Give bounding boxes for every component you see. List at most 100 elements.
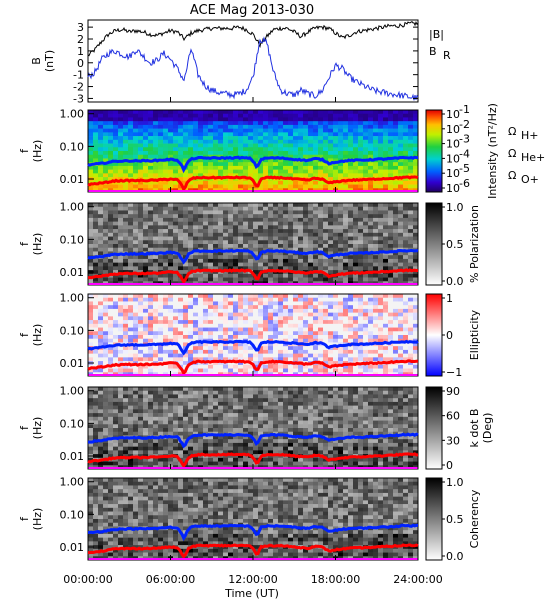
colorbar-intensity xyxy=(425,109,443,193)
colorbar-tick-label: 0 xyxy=(446,459,453,472)
colorbar-tick-exponent: -4 xyxy=(459,147,470,160)
he-plus-gyro-line xyxy=(87,175,419,193)
he-plus-gyro-line xyxy=(87,452,419,469)
colorbar-tick-label: 10 xyxy=(446,123,460,136)
b-ylabel-line2: (nT) xyxy=(43,50,56,72)
colorbar-tick-label: 0.5 xyxy=(446,513,464,526)
legend-omega-h-plus: Ω xyxy=(508,125,516,138)
b-y-axis-label: B (nT) xyxy=(30,50,56,72)
b-r-line xyxy=(87,36,419,101)
he-plus-gyro-line xyxy=(87,543,419,559)
xtick-label: 06:00:00 xyxy=(146,573,195,586)
colorbar-tick-label: 10 xyxy=(446,167,460,180)
y-axis-label: f (Hz) xyxy=(18,417,44,440)
ylabel-line2: (Hz) xyxy=(31,508,44,531)
colorbar-tick-exponent: -1 xyxy=(459,103,470,116)
panel-intensity: 1.000.100.01f (Hz)10-110-210-310-410 -510-… xyxy=(18,103,545,199)
ylabel-line2: (Hz) xyxy=(31,417,44,440)
legend-omega-he-plus: Ω xyxy=(508,147,516,160)
spectrogram-intensity xyxy=(88,110,419,193)
time-axis: 00:00:00 06:00:00 12:00:00 18:00:00 24:00:00 xyxy=(63,97,443,586)
b-ytick-label: 2 xyxy=(77,33,84,46)
ylabel-line2: (Hz) xyxy=(31,324,44,347)
colorbar-label: Coherency xyxy=(468,489,481,548)
ytick-label: 0.01 xyxy=(60,173,85,186)
colorbar-tick-exponent: -6 xyxy=(459,177,470,190)
colorbar-tick-label: 1.0 xyxy=(446,201,464,214)
b-ytick-label: -1 xyxy=(73,69,84,82)
h-plus-gyro-line xyxy=(87,339,419,356)
y-axis-label: f (Hz) xyxy=(18,508,44,531)
b-ytick-label: -2 xyxy=(73,81,84,94)
ytick-label: 1.00 xyxy=(60,476,85,489)
panel-polarization: 1.00 0.10 0.01 f (Hz) 1.0 0.5 0.0 % Polarization xyxy=(18,201,481,288)
legend-omega-h-plus-subscript: H+ xyxy=(521,129,539,142)
ylabel-line1: f xyxy=(18,332,31,337)
colorbar-label-text: Ellipticity xyxy=(468,309,481,360)
colorbar-label: % Polarization xyxy=(468,205,481,283)
h-plus-gyro-line xyxy=(87,523,419,541)
ylabel-line1: f xyxy=(18,148,31,153)
colorbar-tick-label: 1 xyxy=(446,292,453,305)
colorbar-tick-exponent: -2 xyxy=(459,118,470,131)
colorbar-tick-exponent: -3 xyxy=(459,133,470,146)
panel-k-dot-b: 1.00 0.10 0.01 f (Hz) 90 60 30 0 k dot B (Deg) xyxy=(18,385,494,472)
colorbar-coherency xyxy=(425,477,443,561)
ytick-label: 1.00 xyxy=(60,108,85,121)
b-ylabel-line1: B xyxy=(30,57,43,65)
y-axis-label: f (Hz) xyxy=(18,233,44,256)
h-plus-gyro-line xyxy=(87,155,418,174)
ytick-label: 0.10 xyxy=(60,324,85,337)
ytick-label: 0.01 xyxy=(60,357,85,370)
he-plus-gyro-line xyxy=(87,268,419,285)
ylabel-line1: f xyxy=(18,516,31,521)
colorbar-label: Intensity (nT²/Hz) xyxy=(486,103,499,199)
b-ytick-label: 1 xyxy=(77,45,84,58)
xtick-label: 24:00:00 xyxy=(393,573,442,586)
legend-omega-o-plus-subscript: O+ xyxy=(521,173,539,186)
ytick-label: 0.10 xyxy=(60,417,85,430)
legend-b-total: |B| xyxy=(429,28,444,41)
he-plus-gyro-line xyxy=(87,359,419,376)
colorbar-tick-exponent: -5 xyxy=(459,162,470,175)
xtick-label: 18:00:00 xyxy=(311,573,360,586)
colorbar-tick-label: 0.0 xyxy=(446,275,464,288)
colorbar-tick-label: 10 xyxy=(446,138,460,151)
colorbar-polarization xyxy=(425,202,443,286)
colorbar-tick-label: 10 xyxy=(446,182,460,195)
colorbar-label-text: Intensity (nT²/Hz) xyxy=(486,103,499,199)
legend-b-r-subscript: R xyxy=(443,49,451,62)
colorbar-tick-label: 10 xyxy=(446,152,460,165)
h-plus-gyro-line xyxy=(87,432,419,449)
colorbar-tick-label: 10 xyxy=(446,108,460,121)
colorbar-tick-label: −1 xyxy=(446,366,462,379)
ytick-label: 0.10 xyxy=(60,140,85,153)
ylabel-line1: f xyxy=(18,241,31,246)
ytick-label: 0.01 xyxy=(60,450,85,463)
h-plus-gyro-line xyxy=(87,248,419,265)
panel-ellipticity: 1.00 0.10 0.01 f (Hz) 1 0 −1 Ellipticity xyxy=(18,292,481,379)
figure-title: ACE Mag 2013-030 xyxy=(190,3,314,18)
ytick-label: 1.00 xyxy=(60,385,85,398)
ytick-label: 0.01 xyxy=(60,541,85,554)
ytick-label: 0.10 xyxy=(60,233,85,246)
ylabel-line2: (Hz) xyxy=(31,233,44,256)
colorbar-label-text: Coherency xyxy=(468,489,481,548)
colorbar-tick-label: 0.0 xyxy=(446,550,464,563)
xtick-label: 00:00:00 xyxy=(63,573,112,586)
colorbar-label: Ellipticity xyxy=(468,309,481,360)
b-ytick-label: 0 xyxy=(77,57,84,70)
legend-b-r: B xyxy=(429,45,437,58)
y-axis-label: f (Hz) xyxy=(18,324,44,347)
y-axis-label: f (Hz) xyxy=(18,140,44,163)
b-ytick-label: -3 xyxy=(73,92,84,105)
legend-omega-he-plus-subscript: He+ xyxy=(521,151,545,164)
b-total-line xyxy=(87,20,419,57)
colorbar-tick-label: 90 xyxy=(446,385,460,398)
colorbar-tick-label: 30 xyxy=(446,434,460,447)
xtick-label: 12:00:00 xyxy=(228,573,277,586)
ylabel-line1: f xyxy=(18,425,31,430)
colorbar-tick-label: 60 xyxy=(446,410,460,423)
